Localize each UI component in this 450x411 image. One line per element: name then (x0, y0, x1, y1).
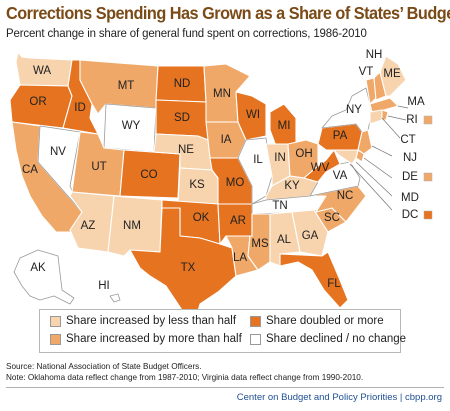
legend-item-declined: Share declined / no change (250, 333, 406, 345)
legend: Share increased by less than half Share … (39, 309, 406, 353)
label-ar: AR (230, 215, 246, 227)
leader-nj (371, 145, 393, 157)
label-de: DE (402, 171, 418, 183)
label-ca: CA (22, 164, 38, 176)
leader-ct (381, 117, 401, 139)
label-or: OR (29, 96, 46, 108)
label-ms: MS (251, 238, 269, 250)
label-nh: NH (366, 49, 383, 61)
swatch-ri (423, 115, 433, 125)
label-sc: SC (324, 212, 340, 224)
label-me: ME (383, 68, 401, 80)
label-co: CO (140, 169, 157, 181)
legend-item-lt-half: Share increased by less than half (50, 315, 236, 327)
label-hi: HI (98, 280, 110, 292)
legend-label-doubled: Share doubled or more (266, 315, 384, 327)
label-fl: FL (327, 278, 341, 290)
label-pa: PA (333, 130, 348, 142)
label-nd: ND (174, 78, 191, 90)
label-wa: WA (33, 65, 51, 77)
legend-label-gt-half: Share increased by more than half (66, 333, 242, 345)
label-vt: VT (359, 66, 374, 78)
state-hi (109, 293, 121, 303)
label-ok: OK (193, 212, 210, 224)
state-md (325, 149, 359, 165)
label-id: ID (74, 102, 86, 114)
label-ct: CT (400, 134, 415, 146)
label-ny: NY (346, 104, 362, 116)
label-ky: KY (284, 180, 300, 192)
label-mt: MT (118, 80, 135, 92)
swatch-dc (423, 210, 433, 220)
leader-de (363, 157, 393, 179)
legend-item-gt-half: Share increased by more than half (50, 333, 242, 345)
label-tn: TN (272, 200, 287, 212)
legend-item-doubled: Share doubled or more (250, 315, 384, 327)
label-nv: NV (50, 146, 66, 158)
label-mn: MN (213, 88, 231, 100)
label-la: LA (233, 252, 247, 264)
leader-ma (397, 105, 409, 109)
swatch-de (423, 172, 433, 182)
label-ga: GA (302, 230, 319, 242)
leader-md (355, 161, 393, 197)
legend-label-declined: Share declined / no change (266, 333, 407, 345)
legend-swatch-lt-half (50, 315, 61, 327)
leader-ri (387, 115, 407, 121)
label-ia: IA (221, 134, 232, 146)
legend-label-lt-half: Share increased by less than half (66, 315, 237, 327)
label-tx: TX (181, 262, 196, 274)
label-oh: OH (295, 148, 312, 160)
state-fl (279, 251, 349, 309)
label-ne: NE (178, 144, 194, 156)
label-nj: NJ (403, 152, 417, 164)
label-nm: NM (123, 220, 141, 232)
state-ma (369, 97, 399, 113)
label-ak: AK (30, 262, 46, 274)
state-ak (13, 249, 75, 305)
state-ct (369, 109, 383, 125)
label-ks: KS (189, 179, 205, 191)
legend-swatch-declined (250, 333, 261, 345)
label-il: IL (253, 154, 263, 166)
legend-swatch-gt-half (50, 333, 61, 345)
leader-dc (349, 163, 393, 211)
label-dc: DC (402, 209, 419, 221)
state-wv (303, 149, 341, 183)
label-md: MD (401, 192, 419, 204)
label-wy: WY (122, 120, 141, 132)
footer-credit: Center on Budget and Policy Priorities |… (236, 392, 442, 403)
label-in: IN (274, 152, 286, 164)
state-ri (381, 109, 389, 121)
label-va: VA (333, 170, 348, 182)
label-sd: SD (174, 112, 190, 124)
state-nc (309, 185, 367, 223)
state-nj (357, 129, 373, 155)
label-az: AZ (81, 220, 96, 232)
state-tx (129, 207, 237, 319)
chart-title: Corrections Spending Has Grown as a Shar… (6, 3, 450, 23)
state-wi (235, 91, 267, 141)
label-ut: UT (91, 161, 106, 173)
label-ri: RI (406, 114, 418, 126)
label-mo: MO (226, 177, 245, 189)
label-al: AL (277, 234, 292, 246)
footer-divider (6, 387, 444, 388)
legend-swatch-doubled (250, 315, 261, 327)
label-wi: WI (246, 109, 260, 121)
state-me (379, 55, 407, 97)
label-mi: MI (278, 120, 291, 132)
chart-subtitle: Percent change in share of general fund … (6, 26, 367, 40)
label-nc: NC (337, 190, 354, 202)
source-note: Source: National Association of State Bu… (6, 362, 202, 371)
data-note: Note: Oklahoma data reflect change from … (6, 373, 364, 382)
label-ma: MA (407, 96, 425, 108)
state-ga (291, 209, 329, 257)
label-wv: WV (311, 162, 330, 174)
